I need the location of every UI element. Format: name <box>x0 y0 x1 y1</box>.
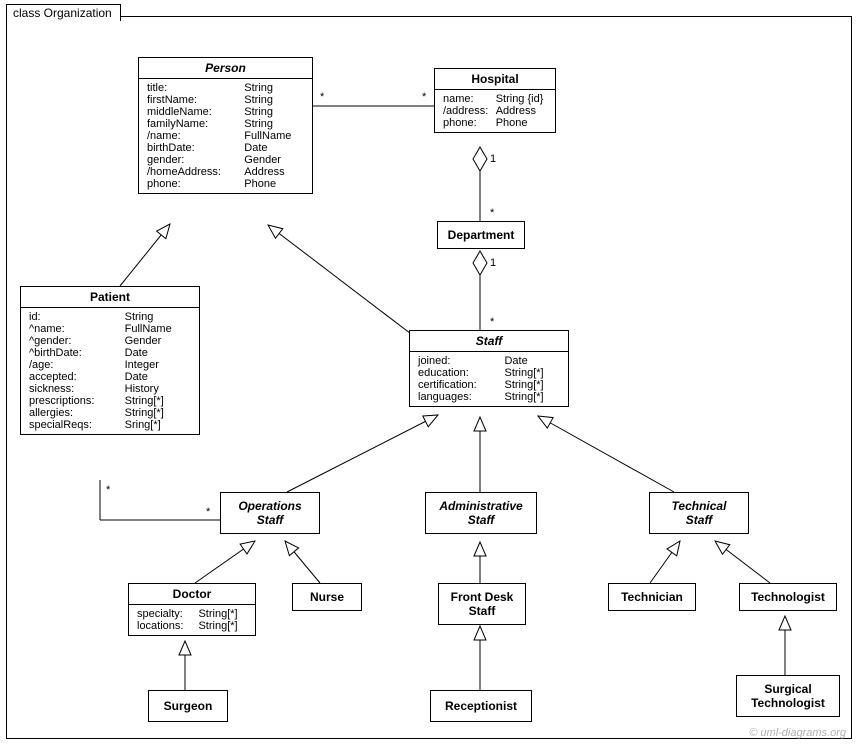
class-surgeon: Surgeon <box>148 690 228 722</box>
class-technician: Technician <box>608 583 696 611</box>
copyright-label: © uml-diagrams.org <box>749 727 846 739</box>
svg-text:*: * <box>106 484 111 496</box>
class-staff: Staff joined:Dateeducation:String[*]cert… <box>409 330 569 407</box>
class-doctor: Doctor specialty:String[*]locations:Stri… <box>128 583 256 636</box>
class-operations-staff: Operations Staff <box>220 492 320 534</box>
class-front-desk-staff: Front Desk Staff <box>438 583 526 625</box>
class-surgical-technologist: Surgical Technologist <box>736 675 840 717</box>
class-technical-staff: Technical Staff <box>649 492 749 534</box>
class-hospital: Hospital name:String {id}/address:Addres… <box>434 68 556 133</box>
class-receptionist: Receptionist <box>430 690 532 722</box>
class-person: Person title:StringfirstName:Stringmiddl… <box>138 57 313 194</box>
class-patient: Patient id:String^name:FullName^gender:G… <box>20 286 200 435</box>
svg-text:*: * <box>320 91 325 103</box>
svg-text:*: * <box>490 207 495 219</box>
svg-text:*: * <box>206 506 211 518</box>
class-technologist: Technologist <box>739 583 837 611</box>
class-administrative-staff: Administrative Staff <box>425 492 537 534</box>
svg-text:*: * <box>490 316 495 328</box>
class-department: Department <box>437 221 525 249</box>
svg-text:1: 1 <box>490 257 496 269</box>
svg-text:*: * <box>422 91 427 103</box>
class-person-attrs: title:StringfirstName:StringmiddleName:S… <box>139 79 312 193</box>
frame-title: class Organization <box>6 4 121 21</box>
class-nurse: Nurse <box>292 583 362 611</box>
svg-text:1: 1 <box>490 153 496 165</box>
